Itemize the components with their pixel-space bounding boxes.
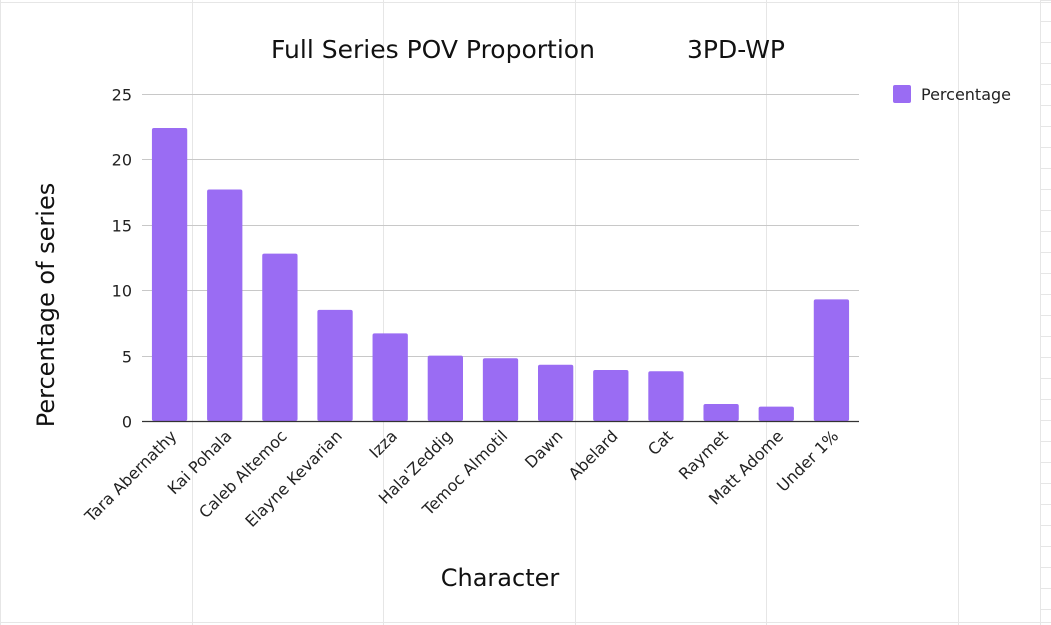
bar bbox=[758, 406, 794, 421]
bar bbox=[703, 404, 739, 421]
x-tick-label: Elayne Kevarian bbox=[241, 426, 345, 530]
x-tick-label: Izza bbox=[365, 426, 401, 462]
y-tick-labels: 0 5 10 15 20 25 bbox=[112, 86, 132, 432]
bar bbox=[538, 364, 574, 421]
bar bbox=[482, 358, 519, 421]
x-tick-label: Raymet bbox=[675, 426, 732, 483]
bar bbox=[262, 253, 298, 421]
x-tick-label: Dawn bbox=[521, 426, 567, 472]
bar bbox=[813, 299, 850, 421]
y-tick-label: 10 bbox=[112, 282, 132, 301]
y-tick-label: 25 bbox=[112, 86, 132, 105]
bar bbox=[427, 355, 463, 421]
chart-subtitle: 3PD-WP bbox=[687, 35, 785, 64]
bar bbox=[648, 371, 684, 421]
y-tick-label: 15 bbox=[112, 217, 132, 236]
x-tick-label: Cat bbox=[644, 426, 677, 459]
y-tick-label: 0 bbox=[122, 413, 132, 432]
legend-swatch bbox=[893, 85, 911, 103]
bar bbox=[151, 128, 188, 421]
y-tick-label: 5 bbox=[122, 348, 132, 367]
chart-title: Full Series POV Proportion bbox=[271, 35, 595, 64]
legend: Percentage bbox=[893, 85, 1011, 104]
y-axis-title: Percentage of series bbox=[32, 183, 60, 427]
bar bbox=[207, 189, 243, 421]
y-gridlines bbox=[142, 94, 859, 357]
x-axis-title: Character bbox=[441, 564, 560, 592]
x-tick-label: Abelard bbox=[565, 426, 622, 483]
bars bbox=[151, 128, 850, 421]
legend-label-percentage: Percentage bbox=[921, 85, 1011, 104]
bar bbox=[372, 333, 408, 421]
y-tick-label: 20 bbox=[112, 151, 132, 170]
bar bbox=[317, 309, 353, 421]
x-tick-label: Tara Abernathy bbox=[80, 426, 180, 526]
bar bbox=[593, 369, 629, 421]
